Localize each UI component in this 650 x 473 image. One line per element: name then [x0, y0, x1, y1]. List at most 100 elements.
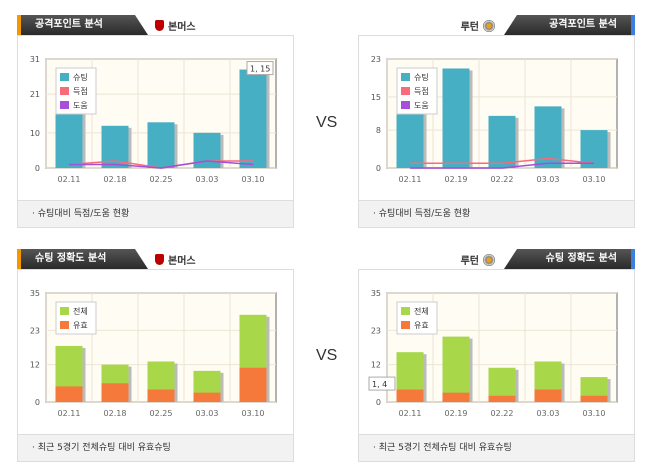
- team-name: 본머스: [168, 22, 196, 33]
- y-tick-label: 23: [371, 326, 381, 335]
- bar-전체: [442, 336, 470, 402]
- y-tick-label: 12: [30, 361, 40, 370]
- x-tick-label: 03.10: [242, 175, 265, 184]
- footer-caption: 슈팅대비 득점/도움 현황: [378, 209, 471, 219]
- bar-유효: [442, 392, 470, 402]
- luton-accuracy-panel: 슈팅 정확도 분석 루턴 0 12 23 35 02.11 02.19 02.22 03.03…: [358, 249, 635, 462]
- bar-유효: [396, 389, 424, 402]
- panel-title: 공격포인트 분석: [504, 15, 635, 35]
- tooltip-text: 1, 15: [250, 65, 270, 74]
- luton-crest-icon: [483, 19, 495, 32]
- bournemouth-crest-icon: [155, 254, 164, 265]
- bar-슈팅: [442, 68, 470, 168]
- legend-label: 전체: [73, 306, 88, 316]
- bar-유효: [55, 386, 83, 402]
- bar-유효: [193, 392, 221, 402]
- y-tick-label: 35: [371, 289, 381, 298]
- bournemouth-accuracy-panel: 슈팅 정확도 분석 본머스 0 12 23 35 02.11 02.18 02.25 03.0…: [17, 249, 294, 462]
- legend-swatch: [60, 321, 69, 329]
- y-tick-label: 0: [376, 164, 381, 173]
- bar-유효: [101, 383, 129, 402]
- line-도움: [69, 160, 254, 169]
- y-tick-label: 8: [376, 126, 381, 135]
- legend-label: 도움: [414, 101, 429, 110]
- tooltip-box: [246, 61, 274, 76]
- footer-caption: 최근 5경기 전체슈팅 대비 유효슈팅: [37, 443, 171, 453]
- x-tick-label: 02.11: [58, 175, 81, 184]
- y-tick-label: 0: [35, 398, 40, 407]
- legend-swatch: [60, 87, 69, 95]
- legend-swatch: [401, 321, 410, 329]
- vs-label: VS: [316, 114, 338, 131]
- legend-label: 도움: [73, 101, 88, 110]
- legend-swatch: [60, 101, 69, 109]
- bar-슈팅: [55, 104, 83, 168]
- legend-swatch: [401, 73, 410, 81]
- team-name: 본머스: [168, 256, 196, 267]
- x-tick-label: 02.22: [491, 175, 514, 184]
- legend-swatch: [401, 87, 410, 95]
- x-tick-label: 02.25: [150, 409, 173, 418]
- x-tick-label: 02.19: [445, 175, 468, 184]
- legend-label: 슈팅: [414, 72, 429, 82]
- x-tick-label: 02.19: [445, 409, 468, 418]
- line-득점: [410, 157, 595, 165]
- x-tick-label: 02.22: [491, 409, 514, 418]
- team-name: 루턴: [460, 256, 479, 267]
- team-name: 루턴: [460, 22, 479, 33]
- x-tick-label: 03.03: [196, 409, 219, 418]
- bar-슈팅: [534, 106, 562, 168]
- y-tick-label: 15: [371, 93, 381, 102]
- bournemouth-crest-icon: [155, 20, 164, 31]
- bar-슈팅: [239, 69, 267, 168]
- y-tick-label: 23: [371, 55, 381, 64]
- bar-유효: [147, 389, 175, 402]
- panel-title: 공격포인트 분석: [17, 15, 148, 35]
- luton-attack-panel: 공격포인트 분석 루턴 0 8 15 23 02.11 02.19 02.22 03.03 03…: [358, 15, 635, 228]
- panel-title: 슈팅 정확도 분석: [504, 249, 635, 269]
- y-tick-label: 12: [371, 361, 381, 370]
- legend-swatch: [60, 73, 69, 81]
- x-tick-label: 03.10: [583, 409, 606, 418]
- legend-label: 득점: [414, 86, 429, 96]
- x-tick-label: 02.11: [399, 409, 422, 418]
- tooltip-box: [368, 376, 396, 391]
- x-tick-label: 02.11: [58, 409, 81, 418]
- x-tick-label: 02.18: [104, 175, 127, 184]
- x-tick-label: 02.18: [104, 409, 127, 418]
- legend-label: 전체: [414, 306, 429, 316]
- legend-label: 유효: [414, 321, 429, 330]
- y-tick-label: 21: [30, 90, 40, 99]
- legend-label: 유효: [73, 321, 88, 330]
- x-tick-label: 03.03: [537, 409, 560, 418]
- x-tick-label: 03.03: [196, 175, 219, 184]
- x-tick-label: 03.10: [583, 175, 606, 184]
- bar-슈팅: [147, 122, 175, 168]
- y-tick-label: 10: [30, 129, 40, 138]
- bar-유효: [580, 395, 608, 402]
- x-tick-label: 02.11: [399, 175, 422, 184]
- line-도움: [410, 162, 594, 169]
- luton-crest-icon: [483, 253, 495, 266]
- footer-caption: 슈팅대비 득점/도움 현황: [37, 209, 130, 219]
- bar-유효: [239, 367, 267, 402]
- x-tick-label: 02.25: [150, 175, 173, 184]
- legend-swatch: [60, 307, 69, 315]
- y-tick-label: 0: [376, 398, 381, 407]
- x-tick-label: 03.10: [242, 409, 265, 418]
- footer-caption: 최근 5경기 전체슈팅 대비 유효슈팅: [378, 443, 512, 453]
- bar-유효: [534, 389, 562, 402]
- x-tick-label: 03.03: [537, 175, 560, 184]
- y-tick-label: 0: [35, 164, 40, 173]
- bar-슈팅: [396, 106, 424, 168]
- y-tick-label: 31: [30, 55, 40, 64]
- legend-swatch: [401, 101, 410, 109]
- y-tick-label: 23: [30, 326, 40, 335]
- y-tick-label: 35: [30, 289, 40, 298]
- bournemouth-attack-panel: 공격포인트 분석 본머스 0 10 21 31 02.11 02.18 02.25 03.03…: [17, 15, 294, 228]
- legend-label: 득점: [73, 86, 88, 96]
